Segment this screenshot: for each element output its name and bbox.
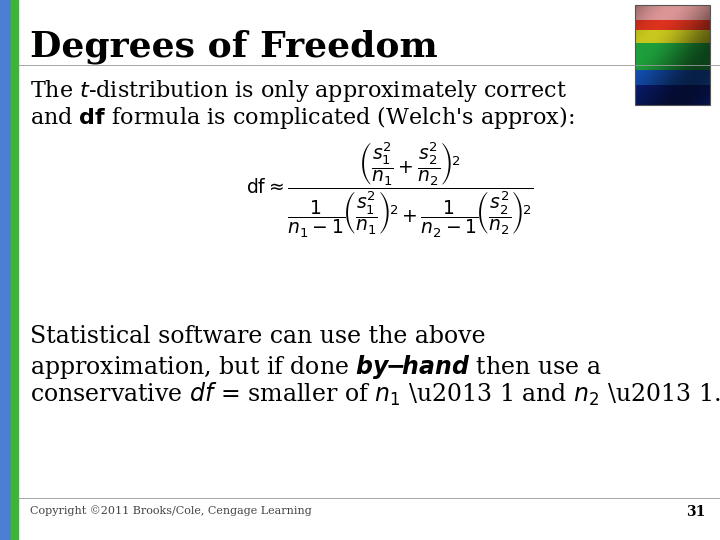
Bar <box>0 0 11 540</box>
Text: conservative $\mathit{df}$ = smaller of $n_1$ \u2013 1 and $n_2$ \u2013 1.: conservative $\mathit{df}$ = smaller of … <box>30 381 720 408</box>
Text: Degrees of Freedom: Degrees of Freedom <box>30 30 438 64</box>
Text: approximation, but if done $\boldsymbol{by\!\!-\!\!hand}$ then use a: approximation, but if done $\boldsymbol{… <box>30 353 601 381</box>
Text: Copyright ©2011 Brooks/Cole, Cengage Learning: Copyright ©2011 Brooks/Cole, Cengage Lea… <box>30 505 312 516</box>
Text: $\mathrm{df} \approx \dfrac{\left(\dfrac{s_1^2}{n_1} + \dfrac{s_2^2}{n_2}\right): $\mathrm{df} \approx \dfrac{\left(\dfrac… <box>246 140 534 240</box>
Text: 31: 31 <box>685 505 705 519</box>
Bar <box>635 5 710 105</box>
Text: Statistical software can use the above: Statistical software can use the above <box>30 325 485 348</box>
Text: and $\mathbf{df}$ formula is complicated (Welch's approx):: and $\mathbf{df}$ formula is complicated… <box>30 104 575 131</box>
Text: The $t$-distribution is only approximately correct: The $t$-distribution is only approximate… <box>30 78 567 104</box>
Bar <box>11 0 18 540</box>
